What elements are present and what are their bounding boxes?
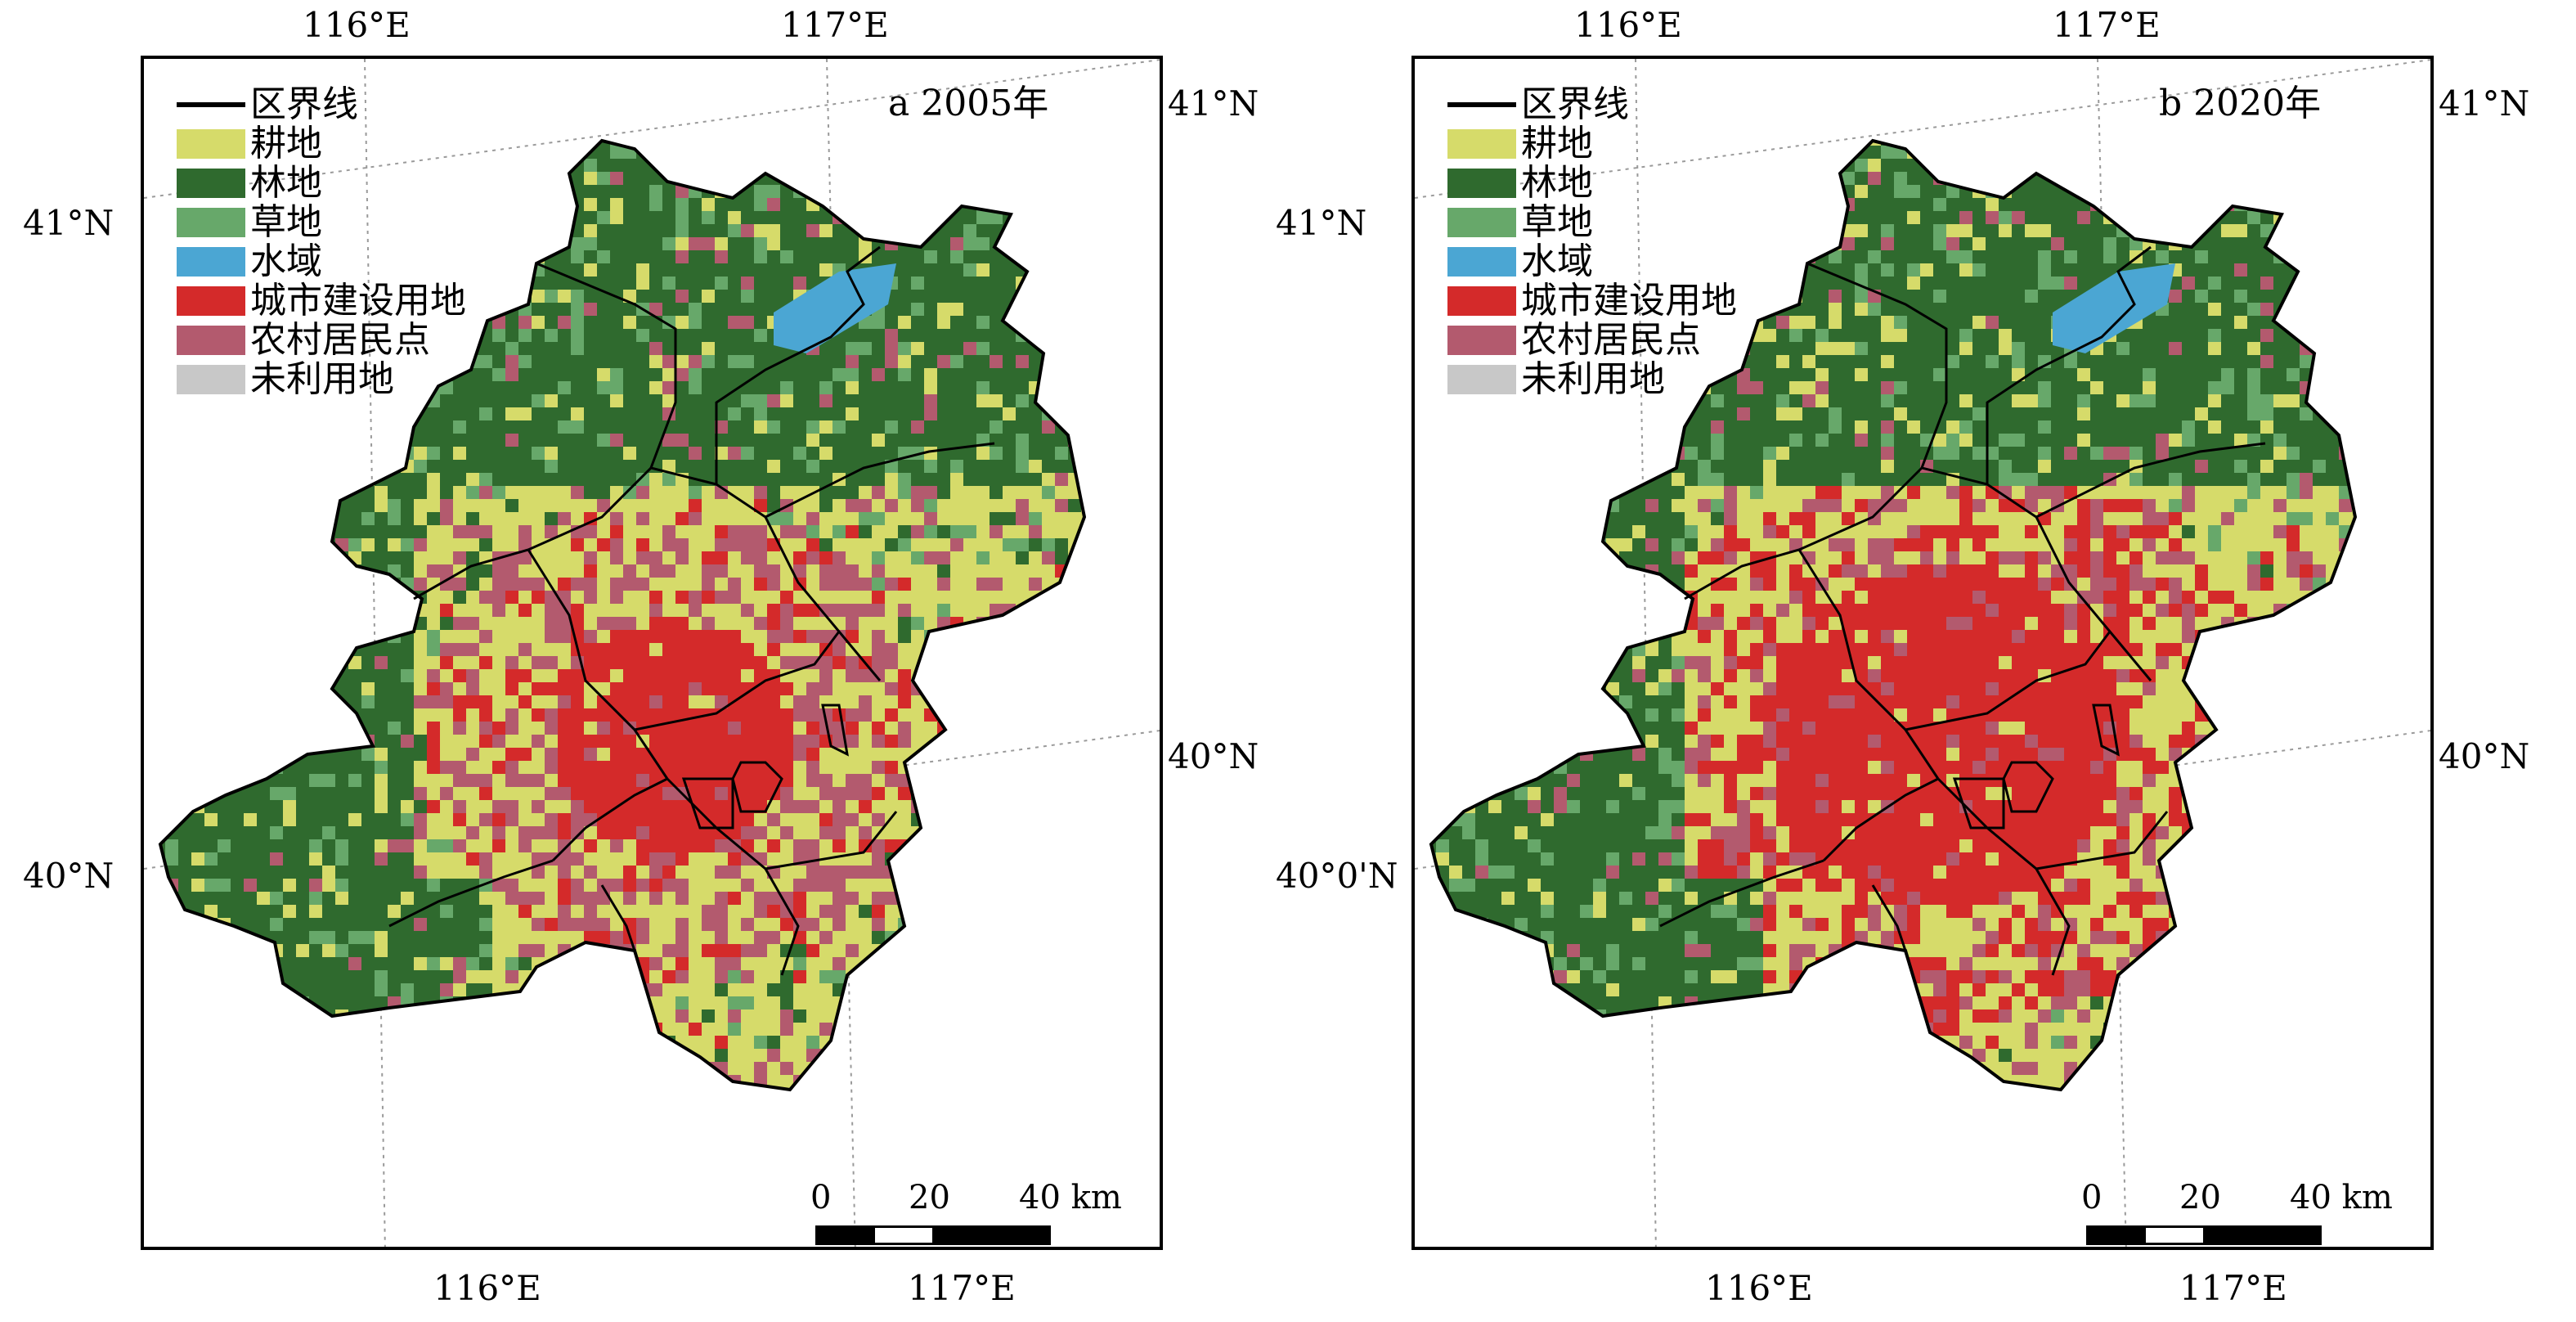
legend-swatch bbox=[1447, 326, 1516, 355]
legend-label: 未利用地 bbox=[1521, 358, 1665, 400]
legend-item-urban: 城市建设用地 bbox=[177, 281, 466, 321]
legend-swatch bbox=[177, 129, 245, 159]
scale-label-40: 40 km bbox=[1019, 1179, 1122, 1216]
top-lon-label-b-1: 116°E bbox=[1574, 5, 1682, 45]
legend-swatch bbox=[1447, 129, 1516, 159]
right-lat-label-a-2: 40°N bbox=[1168, 736, 1259, 776]
panel-title-2005: a 2005年 bbox=[888, 83, 1049, 124]
scale-bar-graphic bbox=[2086, 1225, 2322, 1245]
legend-item-forest: 林地 bbox=[1447, 164, 1737, 203]
map-legend-2005: 区界线 耕地 林地 草地 水域 城市建设用地 农村居民点 未利用地 bbox=[177, 85, 466, 399]
legend-swatch bbox=[1447, 247, 1516, 277]
legend-swatch bbox=[177, 326, 245, 355]
panel-title-2020: b 2020年 bbox=[2159, 83, 2322, 124]
legend-swatch bbox=[177, 286, 245, 316]
map-panel-2005: 区界线 耕地 林地 草地 水域 城市建设用地 农村居民点 未利用地 bbox=[141, 56, 1163, 1250]
legend-label: 未利用地 bbox=[250, 358, 394, 400]
bottom-lon-label-b-1: 116°E bbox=[1705, 1268, 1813, 1308]
legend-item-rural: 农村居民点 bbox=[177, 321, 466, 360]
map-legend-2020: 区界线 耕地 林地 草地 水域 城市建设用地 农村居民点 未利用地 bbox=[1447, 85, 1737, 399]
legend-line-swatch bbox=[177, 102, 245, 107]
land-use-map-2005 bbox=[144, 59, 1160, 1247]
land-use-map-2020 bbox=[1415, 59, 2430, 1247]
legend-item-forest: 林地 bbox=[177, 164, 466, 203]
scale-label-0: 0 bbox=[810, 1179, 832, 1216]
legend-label: 水域 bbox=[1521, 241, 1593, 282]
legend-item-cropland: 耕地 bbox=[177, 124, 466, 164]
legend-label: 区界线 bbox=[1521, 83, 1629, 125]
left-lat-label-a-2: 40°N bbox=[23, 856, 114, 896]
legend-swatch bbox=[177, 247, 245, 277]
legend-label: 林地 bbox=[1521, 162, 1593, 204]
legend-item-boundary: 区界线 bbox=[1447, 85, 1737, 124]
map-panel-2020: 区界线 耕地 林地 草地 水域 城市建设用地 农村居民点 未利用地 bbox=[1411, 56, 2434, 1250]
right-lat-label-a-1: 41°N bbox=[1168, 83, 1259, 124]
legend-item-cropland: 耕地 bbox=[1447, 124, 1737, 164]
legend-label: 区界线 bbox=[250, 83, 358, 125]
top-lon-label-a-1: 116°E bbox=[303, 5, 411, 45]
right-lat-label-b-2: 40°N bbox=[2439, 736, 2530, 776]
legend-label: 耕地 bbox=[1521, 123, 1593, 164]
legend-swatch bbox=[177, 365, 245, 394]
legend-label: 耕地 bbox=[250, 123, 322, 164]
scale-label-0: 0 bbox=[2081, 1179, 2103, 1216]
legend-item-grassland: 草地 bbox=[1447, 203, 1737, 242]
scale-bar-2020: 0 20 40 km bbox=[2081, 1180, 2425, 1245]
legend-label: 林地 bbox=[250, 162, 322, 204]
legend-swatch bbox=[1447, 365, 1516, 394]
left-lat-label-b-2: 40°0'N bbox=[1276, 856, 1398, 896]
legend-item-unused: 未利用地 bbox=[1447, 360, 1737, 399]
top-lon-label-b-2: 117°E bbox=[2053, 5, 2161, 45]
bottom-lon-label-b-2: 117°E bbox=[2179, 1268, 2287, 1308]
bottom-lon-label-a-2: 117°E bbox=[908, 1268, 1016, 1308]
legend-swatch bbox=[177, 208, 245, 237]
legend-label: 农村居民点 bbox=[1521, 319, 1701, 361]
legend-swatch bbox=[177, 169, 245, 198]
legend-swatch bbox=[1447, 286, 1516, 316]
legend-item-unused: 未利用地 bbox=[177, 360, 466, 399]
scale-bar-2005: 0 20 40 km bbox=[810, 1180, 1154, 1245]
left-lat-label-a-1: 41°N bbox=[23, 203, 114, 243]
legend-item-water: 水域 bbox=[1447, 242, 1737, 281]
legend-label: 草地 bbox=[250, 201, 322, 243]
bottom-lon-label-a-1: 116°E bbox=[433, 1268, 541, 1308]
scale-label-20: 20 bbox=[2179, 1179, 2221, 1216]
legend-label: 农村居民点 bbox=[250, 319, 430, 361]
legend-item-urban: 城市建设用地 bbox=[1447, 281, 1737, 321]
left-lat-label-b-1: 41°N bbox=[1276, 203, 1367, 243]
top-lon-label-a-2: 117°E bbox=[781, 5, 889, 45]
right-lat-label-b-1: 41°N bbox=[2439, 83, 2530, 124]
legend-item-boundary: 区界线 bbox=[177, 85, 466, 124]
scale-label-40: 40 km bbox=[2290, 1179, 2393, 1216]
legend-label: 城市建设用地 bbox=[1521, 280, 1737, 322]
legend-label: 水域 bbox=[250, 241, 322, 282]
legend-line-swatch bbox=[1447, 102, 1516, 107]
legend-item-water: 水域 bbox=[177, 242, 466, 281]
scale-bar-graphic bbox=[815, 1225, 1051, 1245]
scale-label-20: 20 bbox=[909, 1179, 950, 1216]
legend-swatch bbox=[1447, 169, 1516, 198]
legend-swatch bbox=[1447, 208, 1516, 237]
legend-item-grassland: 草地 bbox=[177, 203, 466, 242]
legend-label: 草地 bbox=[1521, 201, 1593, 243]
legend-item-rural: 农村居民点 bbox=[1447, 321, 1737, 360]
legend-label: 城市建设用地 bbox=[250, 280, 466, 322]
